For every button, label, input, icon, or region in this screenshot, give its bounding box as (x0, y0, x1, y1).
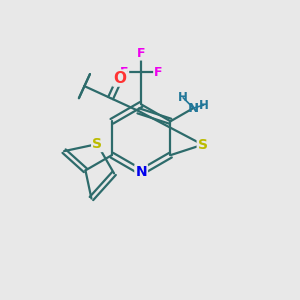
Text: N: N (135, 165, 147, 179)
Text: N: N (188, 101, 199, 115)
Text: S: S (92, 137, 102, 151)
Text: S: S (198, 138, 208, 152)
Text: F: F (137, 46, 146, 60)
Text: F: F (120, 66, 128, 79)
Text: O: O (113, 70, 126, 86)
Text: H: H (178, 91, 188, 104)
Text: F: F (154, 66, 163, 79)
Text: H: H (199, 99, 209, 112)
